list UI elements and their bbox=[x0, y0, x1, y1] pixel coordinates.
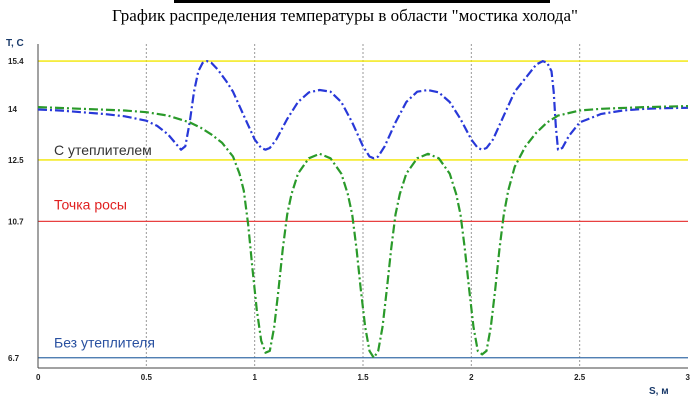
y-tick-labels: 6.7 10.7 12.5 14 15.4 bbox=[8, 57, 24, 363]
y-axis-label: T, C bbox=[6, 38, 24, 49]
x-axis-label: S, м bbox=[649, 386, 669, 396]
x-tick-label-5: 2.5 bbox=[574, 373, 586, 382]
reference-lines bbox=[38, 60, 688, 359]
x-tick-label-4: 2 bbox=[469, 373, 474, 382]
annotation-0: С утеплителем bbox=[54, 142, 152, 158]
series-line-1 bbox=[37, 105, 689, 359]
top-decorative-bar bbox=[174, 0, 550, 3]
x-tick-label-2: 1 bbox=[252, 373, 257, 382]
y-tick-label-1: 10.7 bbox=[8, 217, 24, 226]
y-tick-label-0: 6.7 bbox=[8, 354, 20, 363]
series-layer bbox=[37, 59, 689, 359]
annotations: С утеплителем Точка росы Без утеплителя bbox=[54, 142, 155, 351]
series-line-0 bbox=[37, 59, 689, 160]
y-tick-label-3: 14 bbox=[8, 105, 17, 114]
chart-title: График распределения температуры в облас… bbox=[112, 6, 578, 25]
annotation-1: Точка росы bbox=[54, 196, 127, 212]
y-tick-label-2: 12.5 bbox=[8, 156, 24, 165]
x-tick-label-3: 1.5 bbox=[357, 373, 369, 382]
x-tick-label-6: 3 bbox=[686, 373, 690, 382]
x-tick-label-0: 0 bbox=[36, 373, 41, 382]
annotation-2: Без утеплителя bbox=[54, 335, 155, 351]
y-tick-label-4: 15.4 bbox=[8, 57, 24, 66]
x-tick-labels: 0 0.5 1 1.5 2 2.5 3 bbox=[36, 373, 690, 382]
grid-layer bbox=[145, 44, 581, 368]
x-tick-label-1: 0.5 bbox=[141, 373, 153, 382]
